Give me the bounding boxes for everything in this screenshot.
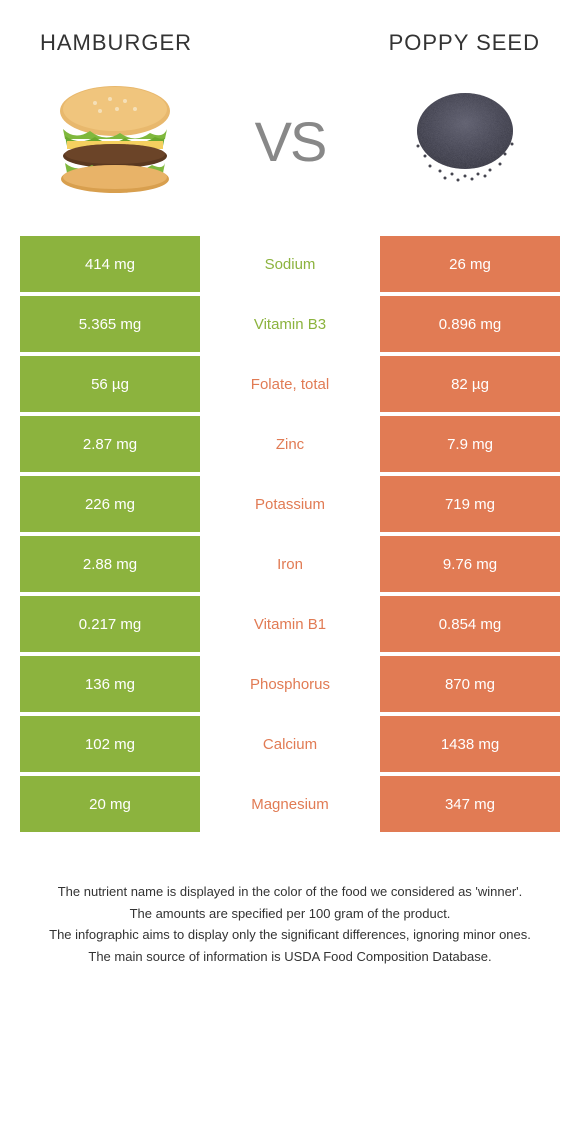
- hamburger-image: [40, 76, 190, 206]
- nutrient-label: Magnesium: [200, 776, 380, 832]
- header-titles: HAMBURGER POPPY SEED: [20, 30, 560, 56]
- right-value: 719 mg: [380, 476, 560, 532]
- footnotes: The nutrient name is displayed in the co…: [20, 882, 560, 966]
- left-value: 226 mg: [20, 476, 200, 532]
- left-value: 0.217 mg: [20, 596, 200, 652]
- nutrient-row: 136 mgPhosphorus870 mg: [20, 656, 560, 712]
- left-value: 136 mg: [20, 656, 200, 712]
- nutrient-label: Vitamin B3: [200, 296, 380, 352]
- footnote-line: The nutrient name is displayed in the co…: [30, 882, 550, 902]
- right-value: 1438 mg: [380, 716, 560, 772]
- nutrient-row: 226 mgPotassium719 mg: [20, 476, 560, 532]
- nutrient-label: Calcium: [200, 716, 380, 772]
- nutrient-row: 102 mgCalcium1438 mg: [20, 716, 560, 772]
- nutrient-row: 2.87 mgZinc7.9 mg: [20, 416, 560, 472]
- right-food-title: POPPY SEED: [317, 30, 560, 56]
- left-value: 56 µg: [20, 356, 200, 412]
- nutrient-row: 5.365 mgVitamin B30.896 mg: [20, 296, 560, 352]
- nutrient-label: Sodium: [200, 236, 380, 292]
- left-value: 5.365 mg: [20, 296, 200, 352]
- nutrient-label: Potassium: [200, 476, 380, 532]
- poppy-seed-icon: [400, 76, 530, 206]
- right-value: 0.896 mg: [380, 296, 560, 352]
- poppy-seed-image: [390, 76, 540, 206]
- hamburger-icon: [45, 81, 185, 201]
- nutrient-row: 414 mgSodium26 mg: [20, 236, 560, 292]
- nutrient-label: Folate, total: [200, 356, 380, 412]
- left-value: 2.88 mg: [20, 536, 200, 592]
- nutrient-row: 2.88 mgIron9.76 mg: [20, 536, 560, 592]
- vs-label: VS: [255, 109, 326, 174]
- nutrient-label: Iron: [200, 536, 380, 592]
- right-value: 7.9 mg: [380, 416, 560, 472]
- left-food-title: HAMBURGER: [20, 30, 263, 56]
- left-value: 2.87 mg: [20, 416, 200, 472]
- footnote-line: The amounts are specified per 100 gram o…: [30, 904, 550, 924]
- nutrient-label: Zinc: [200, 416, 380, 472]
- right-value: 0.854 mg: [380, 596, 560, 652]
- left-value: 20 mg: [20, 776, 200, 832]
- vs-image-row: VS: [20, 76, 560, 206]
- nutrient-row: 56 µgFolate, total82 µg: [20, 356, 560, 412]
- nutrient-label: Vitamin B1: [200, 596, 380, 652]
- nutrient-row: 0.217 mgVitamin B10.854 mg: [20, 596, 560, 652]
- right-value: 870 mg: [380, 656, 560, 712]
- right-value: 26 mg: [380, 236, 560, 292]
- footnote-line: The infographic aims to display only the…: [30, 925, 550, 945]
- left-value: 414 mg: [20, 236, 200, 292]
- nutrient-row: 20 mgMagnesium347 mg: [20, 776, 560, 832]
- footnote-line: The main source of information is USDA F…: [30, 947, 550, 967]
- left-value: 102 mg: [20, 716, 200, 772]
- nutrient-label: Phosphorus: [200, 656, 380, 712]
- right-value: 82 µg: [380, 356, 560, 412]
- right-value: 9.76 mg: [380, 536, 560, 592]
- right-value: 347 mg: [380, 776, 560, 832]
- nutrient-table: 414 mgSodium26 mg5.365 mgVitamin B30.896…: [20, 236, 560, 832]
